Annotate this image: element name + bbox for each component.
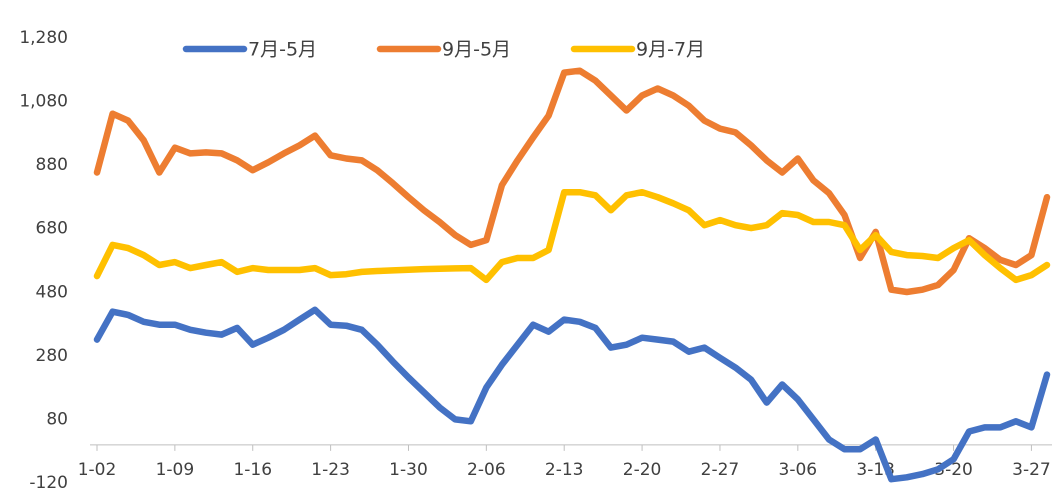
x-tick-label: 2-06 <box>467 460 506 480</box>
x-tick-label: 1-09 <box>156 460 195 480</box>
y-tick-label: 80 <box>46 409 68 429</box>
x-tick-label: 1-23 <box>311 460 350 480</box>
x-tick-label: 3-06 <box>779 460 818 480</box>
y-tick-label: -120 <box>29 473 68 490</box>
y-tick-label: 1,080 <box>19 92 68 112</box>
y-tick-label: 280 <box>36 346 68 366</box>
y-tick-label: 480 <box>36 282 68 302</box>
series-line <box>93 67 1051 296</box>
series-line <box>93 188 1051 284</box>
series-line <box>93 306 1051 483</box>
legend-label: 9月-7月 <box>636 39 705 61</box>
x-tick-label: 1-30 <box>389 460 428 480</box>
x-tick-label: 2-13 <box>545 460 584 480</box>
legend-label: 7月-5月 <box>248 39 317 61</box>
x-tick-label: 3-27 <box>1012 460 1051 480</box>
x-tick-label: 2-27 <box>701 460 740 480</box>
x-tick-label: 1-16 <box>233 460 272 480</box>
x-tick-label: 1-02 <box>78 460 117 480</box>
y-tick-label: 1,280 <box>19 28 68 48</box>
legend-label: 9月-5月 <box>442 39 511 61</box>
x-tick-label: 2-20 <box>623 460 662 480</box>
y-tick-label: 880 <box>36 155 68 175</box>
y-tick-label: 680 <box>36 219 68 239</box>
